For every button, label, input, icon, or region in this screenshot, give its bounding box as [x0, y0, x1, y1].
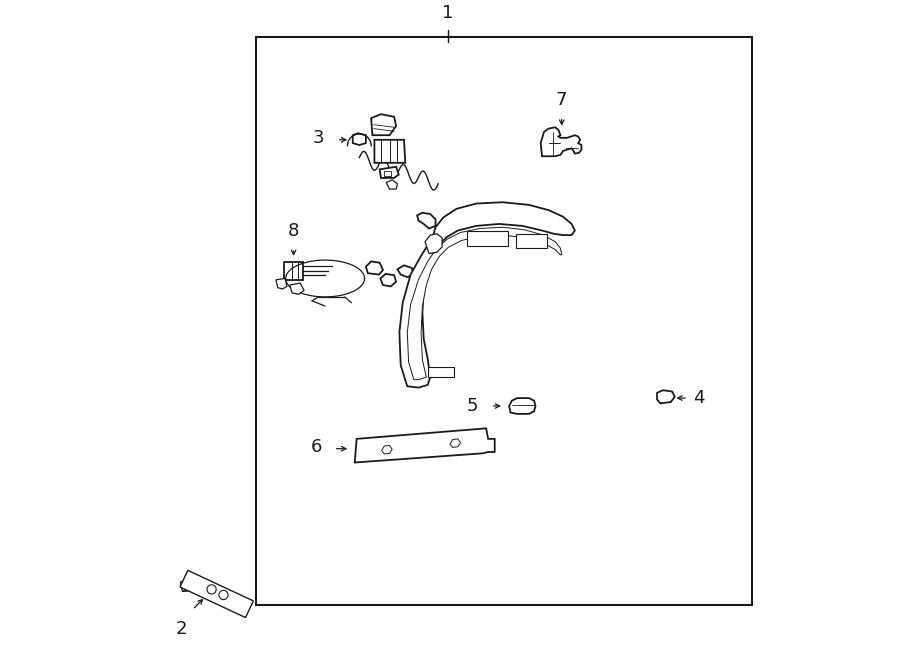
Polygon shape	[386, 180, 398, 189]
Text: 3: 3	[312, 130, 324, 147]
Polygon shape	[353, 134, 366, 145]
FancyBboxPatch shape	[180, 570, 253, 617]
Polygon shape	[371, 114, 396, 136]
Circle shape	[207, 585, 216, 594]
Polygon shape	[398, 265, 413, 277]
Text: 4: 4	[693, 389, 705, 407]
Polygon shape	[355, 428, 495, 463]
Text: 6: 6	[310, 438, 322, 456]
Polygon shape	[408, 227, 562, 379]
Polygon shape	[657, 390, 675, 403]
Polygon shape	[374, 139, 405, 163]
FancyBboxPatch shape	[516, 234, 547, 249]
Polygon shape	[417, 213, 436, 229]
Bar	[384, 171, 391, 176]
Polygon shape	[290, 283, 304, 294]
Polygon shape	[380, 167, 399, 178]
Text: 2: 2	[176, 620, 187, 639]
Polygon shape	[284, 262, 302, 280]
Polygon shape	[275, 278, 287, 289]
FancyBboxPatch shape	[428, 367, 454, 377]
Text: 5: 5	[466, 397, 478, 415]
Bar	[256, 36, 752, 605]
FancyBboxPatch shape	[467, 231, 508, 246]
Polygon shape	[366, 261, 383, 274]
Polygon shape	[381, 274, 396, 286]
Polygon shape	[382, 446, 392, 454]
Polygon shape	[509, 398, 536, 414]
Polygon shape	[450, 439, 461, 447]
Text: 8: 8	[288, 222, 300, 241]
Polygon shape	[400, 202, 575, 387]
Text: 1: 1	[442, 4, 454, 22]
Circle shape	[219, 590, 228, 600]
Polygon shape	[425, 234, 442, 254]
Polygon shape	[541, 128, 581, 156]
Text: 7: 7	[556, 91, 568, 109]
Polygon shape	[181, 580, 194, 592]
